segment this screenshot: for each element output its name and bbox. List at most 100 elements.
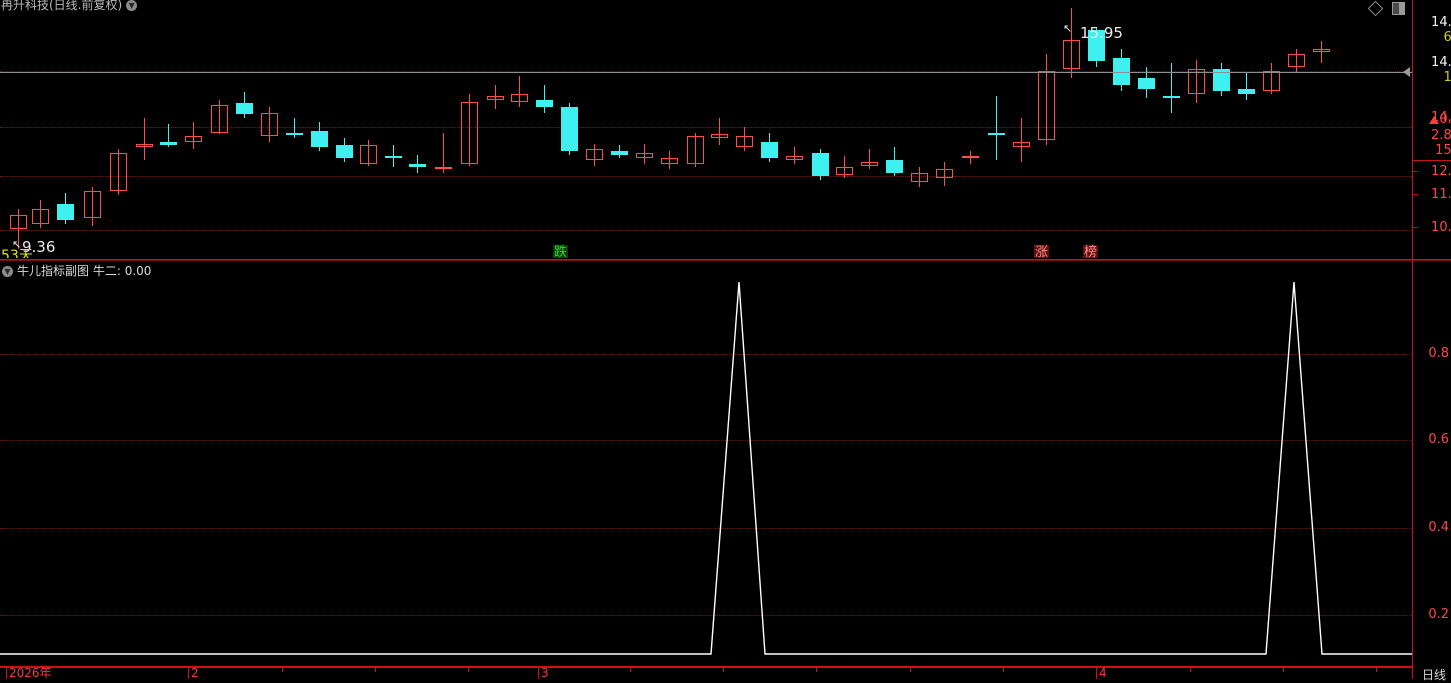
candle-body — [32, 209, 49, 224]
date-axis-minor-tick — [723, 668, 724, 672]
price-axis-label: 17 — [1443, 71, 1451, 84]
candle-body — [661, 158, 678, 164]
candle-wick — [1321, 41, 1322, 64]
date-axis-minor-tick — [468, 668, 469, 672]
panel-title[interactable]: 冉升科技(日线.前复权) ▼ — [0, 0, 138, 13]
date-axis-major-tick — [188, 667, 189, 679]
candle-body — [1288, 54, 1305, 67]
date-axis-minor-tick — [1283, 668, 1284, 672]
date-axis-label: 2026年 — [9, 666, 52, 680]
date-axis-minor-tick — [282, 668, 283, 672]
price-axis-value: 17 — [1443, 70, 1451, 85]
price-axis-label: 159 — [1435, 144, 1451, 157]
candle-body — [611, 150, 628, 155]
window-icon[interactable] — [1392, 2, 1405, 15]
candle-wick — [744, 127, 745, 151]
indicator-axis[interactable]: 0.8 0.6 0.4 0.2 — [1413, 262, 1451, 669]
price-axis-label: 68 — [1443, 31, 1451, 44]
price-axis-label: 2.89 — [1431, 129, 1451, 142]
indicator-title[interactable]: ▼ 牛儿指标副图 牛二: 0.00 — [0, 263, 151, 279]
candle-body — [110, 152, 127, 192]
candle-wick — [368, 139, 369, 166]
indicator-gridline — [0, 354, 1412, 355]
candle-body — [786, 156, 803, 161]
candle-body — [861, 161, 878, 166]
candle-body — [1038, 70, 1055, 140]
candle-body — [812, 152, 829, 177]
candle-body — [1063, 39, 1080, 69]
date-axis-minor-tick — [816, 668, 817, 672]
candle-body — [536, 99, 553, 108]
panel-title-text: 冉升科技(日线.前复权) — [1, 0, 123, 12]
date-axis[interactable]: 2026年 2 3 4 — [0, 666, 1412, 680]
candle-wick — [1196, 59, 1197, 104]
candle-body — [1013, 141, 1030, 148]
date-axis-major-tick — [6, 667, 7, 679]
price-axis[interactable]: 14.66814.61714.60.42.8915912.011.010.0 — [1413, 0, 1451, 258]
candle-body — [586, 149, 603, 161]
panel-divider-top-2 — [0, 260, 1451, 261]
price-gridline — [0, 71, 1412, 72]
triangle-up-icon — [1429, 116, 1440, 124]
period-label[interactable]: 日线 — [1422, 668, 1447, 682]
candle-body — [962, 156, 979, 159]
candle-wick — [944, 161, 945, 186]
candle-wick — [92, 187, 93, 226]
high-marker-arrow: ↖ — [1063, 22, 1073, 35]
indicator-panel[interactable] — [0, 262, 1412, 669]
candle-body — [1113, 57, 1130, 86]
signal-tag-board[interactable]: 榜 — [1083, 245, 1099, 258]
candle-wick — [193, 121, 194, 150]
candle-body — [160, 141, 177, 145]
candle-body — [1263, 70, 1280, 91]
date-axis-major-tick — [1096, 667, 1097, 679]
indicator-axis-label: 0.6 — [1428, 432, 1449, 447]
price-axis-tick — [1413, 227, 1418, 228]
candle-body — [236, 103, 253, 115]
candle-body — [1313, 48, 1330, 53]
price-axis-tick-label: 10.0 — [1431, 220, 1451, 235]
main-price-panel[interactable]: ↖ 15.95 ↖ 9.36 53天 跌 涨 榜 — [0, 0, 1412, 258]
candle-body — [261, 112, 278, 137]
candle-wick — [495, 85, 496, 109]
candle-wick — [469, 94, 470, 166]
price-axis-label: 14.6 — [1431, 16, 1451, 29]
signal-tag-fall[interactable]: 跌 — [553, 245, 569, 258]
candle-wick — [1046, 54, 1047, 146]
chevron-down-icon-sub[interactable]: ▼ — [2, 266, 13, 277]
candle-wick — [1271, 63, 1272, 95]
candle-body — [561, 107, 578, 151]
candle-body — [711, 134, 728, 139]
date-axis-minor-tick — [375, 668, 376, 672]
indicator-series-value: 0.00 — [124, 264, 152, 278]
candle-body — [360, 145, 377, 164]
date-axis-divider — [0, 666, 1412, 668]
candle-body — [911, 172, 928, 182]
candle-wick — [919, 167, 920, 188]
price-axis-tick-label: 11.0 — [1431, 187, 1451, 202]
date-axis-minor-tick — [910, 668, 911, 672]
candle-body — [936, 169, 953, 179]
period-low-label: 9.36 — [22, 238, 56, 256]
candle-body — [311, 130, 328, 148]
candle-wick — [695, 132, 696, 168]
candle-body — [409, 163, 426, 168]
candle-body — [836, 167, 853, 175]
panel-divider-top — [0, 259, 1451, 260]
price-gridline — [0, 230, 1412, 231]
candle-body — [211, 105, 228, 133]
chevron-down-icon[interactable]: ▼ — [126, 0, 138, 11]
indicator-name: 牛儿指标副图 — [17, 264, 90, 278]
candle-body — [736, 136, 753, 148]
candle-wick — [669, 150, 670, 170]
signal-tag-rise[interactable]: 涨 — [1034, 245, 1050, 258]
candle-body — [1138, 77, 1155, 89]
indicator-gridline — [0, 440, 1412, 441]
candle-wick — [1171, 63, 1172, 113]
indicator-axis-label: 0.8 — [1428, 346, 1449, 361]
candle-body — [136, 143, 153, 148]
candle-body — [84, 191, 101, 219]
indicator-gridline — [0, 528, 1412, 529]
candle-wick — [219, 99, 220, 135]
